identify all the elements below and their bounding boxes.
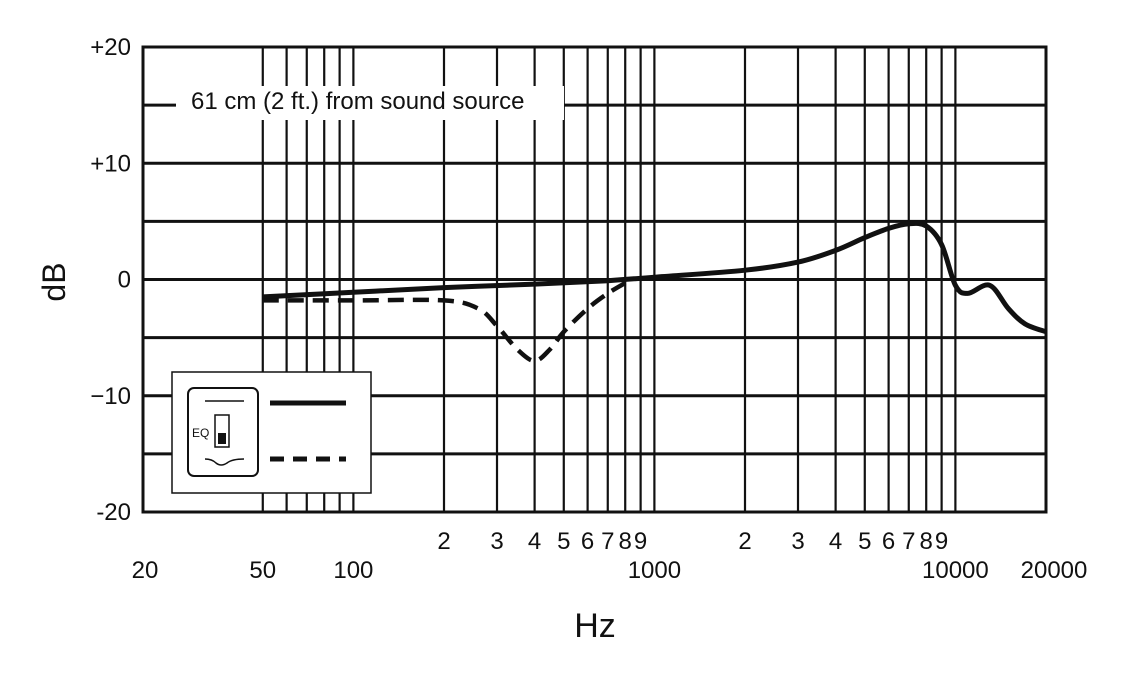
annotation-group: 61 cm (2 ft.) from sound source: [176, 86, 564, 120]
y-tick-label: 0: [118, 267, 131, 294]
plot-border: [141, 45, 1048, 514]
x-minor-tick-label: 6: [882, 528, 895, 555]
y-axis-label: dB: [36, 262, 72, 301]
legend-eq-label: EQ: [192, 426, 209, 440]
x-minor-tick-label: 4: [528, 528, 541, 555]
y-tick-labels: +20 +10 0 −10 -20: [90, 34, 131, 526]
x-minor-tick-label: 7: [601, 528, 614, 555]
x-tick-labels: 2 3 4 5 6 7 8 9 2 3 4 5 6 7 8 920 50 100 1000 10000 20000: [132, 528, 1088, 584]
x-minor-tick-label: 2: [437, 528, 450, 555]
series-line-solid: [262, 220, 1047, 335]
x-major-tick-label: 10000: [922, 557, 989, 584]
x-major-tick-label: 100: [333, 557, 373, 584]
annotation-text: 61 cm (2 ft.) from sound source: [191, 88, 524, 115]
x-major-tick-label: 20: [132, 557, 159, 584]
x-minor-tick-label: 4: [829, 528, 842, 555]
x-minor-tick-label: 7: [902, 528, 915, 555]
x-minor-tick-label: 9: [634, 528, 647, 555]
x-axis-label: Hz: [574, 607, 616, 645]
eq-switch-knob: [218, 433, 226, 444]
x-major-tick-label: 1000: [628, 557, 681, 584]
eq-switch-icon: [187, 387, 259, 477]
y-tick-label: −10: [90, 383, 131, 410]
x-minor-tick-label: 2: [738, 528, 751, 555]
x-minor-tick-label: 8: [920, 528, 933, 555]
x-minor-tick-label: 8: [619, 528, 632, 555]
x-minor-tick-label: 9: [935, 528, 948, 555]
y-tick-label: +10: [90, 150, 131, 177]
x-major-tick-label: 50: [249, 557, 276, 584]
x-major-tick-label: 20000: [1021, 557, 1088, 584]
series-line-dashed: [262, 281, 627, 364]
x-minor-tick-label: 5: [557, 528, 570, 555]
y-tick-label: +20: [90, 34, 131, 61]
annotation-background: [176, 86, 564, 120]
series-group: [262, 220, 1047, 364]
y-tick-label: -20: [96, 499, 131, 526]
eq-rolloff-mark: [204, 458, 245, 466]
x-minor-tick-label: 3: [791, 528, 804, 555]
legend: EQ: [171, 371, 372, 494]
x-minor-tick-label: 3: [490, 528, 503, 555]
x-minor-tick-label: 6: [581, 528, 594, 555]
x-minor-tick-label: 5: [858, 528, 871, 555]
plot-frame: [141, 45, 1048, 514]
